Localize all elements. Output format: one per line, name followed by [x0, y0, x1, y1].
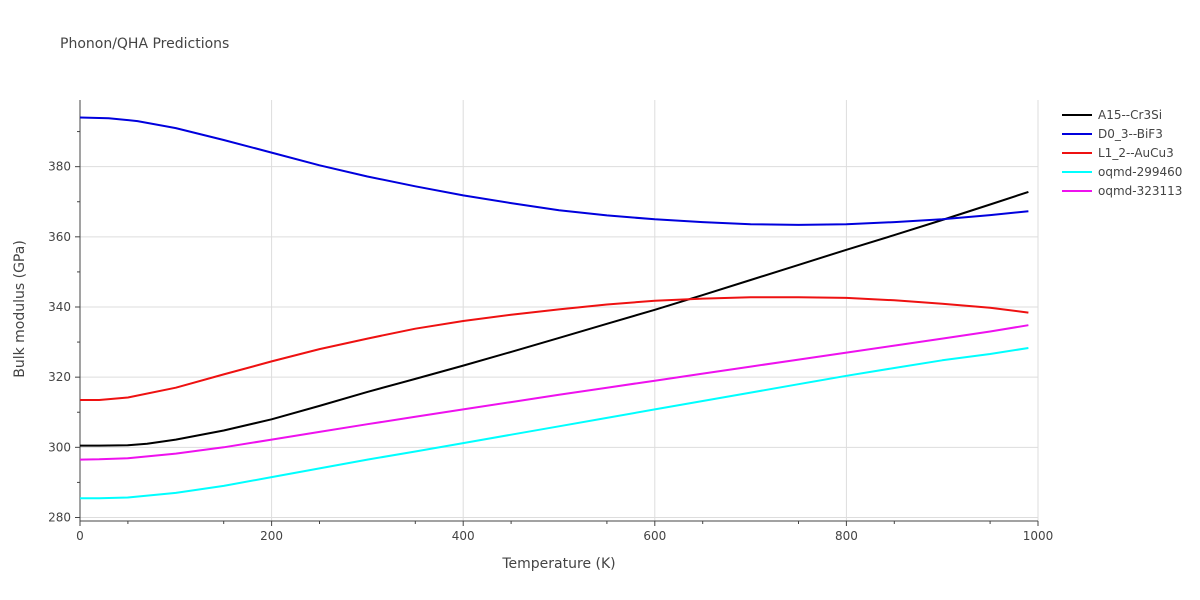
legend-label: oqmd-323113: [1098, 184, 1182, 198]
y-tick-label: 320: [48, 370, 71, 384]
legend-label: oqmd-299460: [1098, 165, 1182, 179]
y-tick-label: 300: [48, 440, 71, 454]
legend[interactable]: A15--Cr3Si D0_3--BiF3 L1_2--AuCu3 oqmd-2994…: [1062, 108, 1182, 198]
x-axis-title: Temperature (K): [501, 556, 615, 572]
y-axis-title: Bulk modulus (GPa): [12, 240, 28, 378]
legend-item[interactable]: oqmd-323113: [1062, 184, 1182, 198]
legend-label: A15--Cr3Si: [1098, 108, 1162, 122]
y-tick-label: 360: [48, 230, 71, 244]
y-tick-label: 280: [48, 510, 71, 524]
x-tick-label: 600: [643, 529, 666, 543]
series-line: [79, 324, 1029, 461]
plot-area: [79, 116, 1029, 500]
y-tick-labels: 280 300 320 340 360 380: [48, 160, 71, 525]
legend-item[interactable]: oqmd-299460: [1062, 165, 1182, 179]
series-line: [80, 190, 1029, 447]
y-tick-label: 380: [48, 160, 71, 174]
axes: [75, 100, 1039, 526]
legend-label: L1_2--AuCu3: [1098, 146, 1174, 160]
legend-item[interactable]: A15--Cr3Si: [1062, 108, 1162, 122]
series-line: [80, 347, 1029, 500]
chart-title: Phonon/QHA Predictions: [60, 36, 230, 52]
x-tick-label: 400: [452, 529, 475, 543]
x-tick-label: 0: [76, 529, 84, 543]
x-tick-label: 1000: [1023, 529, 1054, 543]
legend-item[interactable]: D0_3--BiF3: [1062, 127, 1163, 141]
series-line: [79, 116, 1029, 226]
x-tick-labels: 0 200 400 600 800 1000: [76, 529, 1053, 543]
legend-label: D0_3--BiF3: [1098, 127, 1163, 141]
legend-item[interactable]: L1_2--AuCu3: [1062, 146, 1174, 160]
y-tick-label: 340: [48, 300, 71, 314]
x-tick-label: 200: [260, 529, 283, 543]
series-line: [80, 296, 1029, 401]
x-tick-label: 800: [835, 529, 858, 543]
grid-lines: [80, 100, 1039, 521]
